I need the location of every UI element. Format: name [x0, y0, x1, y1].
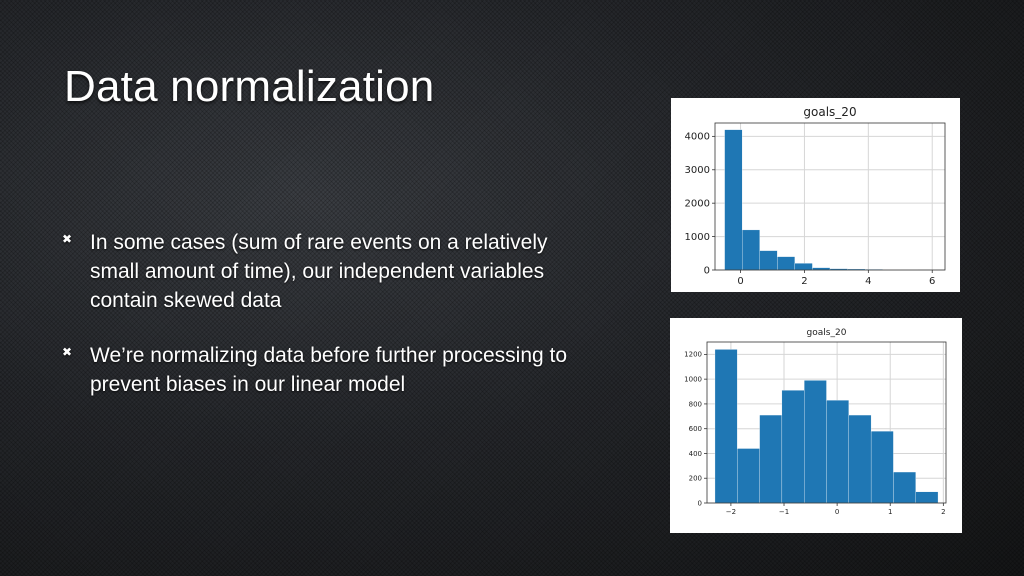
x-tick-label: −1: [779, 508, 789, 516]
y-tick-label: 600: [689, 425, 702, 433]
bullet-icon: ✖: [62, 345, 73, 359]
x-tick-label: 1: [888, 508, 892, 516]
bullet-item: ✖ We’re normalizing data before further …: [62, 341, 602, 399]
chart-title: goals_20: [807, 328, 847, 338]
histogram-bar: [848, 414, 872, 504]
slide-title: Data normalization: [64, 62, 435, 111]
x-tick-label: 0: [737, 276, 743, 287]
histogram-bar: [870, 431, 894, 504]
y-tick-label: 2000: [685, 199, 710, 210]
y-tick-label: 0: [704, 265, 710, 276]
chart-title: goals_20: [803, 105, 856, 119]
histogram-bar: [804, 380, 827, 504]
histogram-normalized-svg: goals_20 0 200 400 600 800 1000 1200 −2 −1 0 1 2: [684, 328, 947, 516]
x-tick-label: 6: [929, 276, 935, 287]
histogram-bar: [794, 263, 813, 271]
histogram-bar: [893, 471, 916, 504]
y-tick-label: 800: [689, 400, 702, 408]
histogram-bar: [915, 491, 939, 504]
bullet-icon: ✖: [62, 232, 73, 246]
y-tick-label: 200: [689, 475, 702, 483]
y-tick-label: 400: [689, 450, 702, 458]
y-tick-label: 4000: [685, 132, 710, 143]
x-tick-label: 2: [941, 508, 945, 516]
plot-frame: [714, 122, 946, 271]
histogram-bar: [724, 129, 743, 271]
histogram-bar: [777, 256, 796, 271]
bullet-item: ✖ In some cases (sum of rare events on a…: [62, 228, 602, 315]
plot-frame: [706, 341, 947, 504]
histogram-bar: [826, 400, 849, 504]
histogram-normalized: goals_20 0 200 400 600 800 1000 1200 −2 −1 0 1 2: [670, 318, 962, 533]
histogram-bar: [759, 250, 778, 271]
y-tick-label: 1000: [685, 232, 710, 243]
x-tick-label: 4: [865, 276, 871, 287]
histogram-bar: [737, 448, 760, 504]
bullet-text: We’re normalizing data before further pr…: [90, 344, 568, 396]
histogram-skewed: goals_20 0 1000 2000 3000 4000 0 2 4 6: [671, 98, 960, 292]
x-tick-label: 0: [835, 508, 839, 516]
histogram-bar: [742, 229, 760, 271]
histogram-skewed-svg: goals_20 0 1000 2000 3000 4000 0 2 4 6: [685, 105, 946, 287]
histogram-bar: [714, 349, 738, 504]
y-tick-label: 1200: [684, 351, 702, 359]
histogram-bar: [781, 390, 805, 504]
histogram-bar: [759, 414, 783, 504]
y-tick-label: 1000: [684, 375, 702, 383]
bullet-list: ✖ In some cases (sum of rare events on a…: [62, 228, 602, 425]
x-tick-label: 2: [801, 276, 807, 287]
y-tick-label: 0: [698, 499, 702, 507]
bullet-text: In some cases (sum of rare events on a r…: [90, 231, 548, 312]
y-tick-label: 3000: [685, 165, 710, 176]
x-tick-label: −2: [726, 508, 736, 516]
